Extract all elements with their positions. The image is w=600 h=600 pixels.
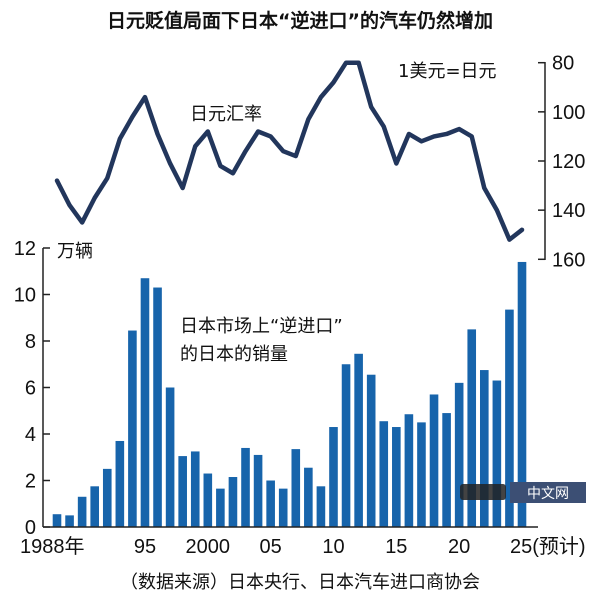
bar-2000 [203,473,213,527]
bar-2006 [278,488,288,527]
bar-series-label-line2: 的日本的销量 [180,344,288,365]
left-axis-unit: 万辆 [57,241,93,262]
bar-2007 [291,449,301,527]
bar-2002 [228,477,238,527]
bar-1999 [190,451,200,527]
source-note: （数据来源）日本央行、日本汽车进口商协会 [120,572,480,593]
x-tick-label: 25(预计) [510,535,586,558]
left-tick-label: 2 [25,471,36,493]
right-axis-ticks: 80 100 120 140 160 [538,53,585,271]
right-axis-unit: 1美元=日元 [398,61,497,82]
bar-2023 [492,380,502,527]
bar-2024 [505,309,514,527]
x-tick-label: 2000 [186,536,231,558]
bar-2018 [429,394,439,527]
bar-1994 [128,330,137,527]
bar-2009 [316,486,326,527]
right-tick-label: 140 [552,200,585,222]
bar-2020 [454,382,464,527]
bar-2022 [479,370,489,527]
x-tick-label: 95 [134,536,156,558]
nikkei-watermark: 中文网 [460,482,586,503]
left-axis-ticks: 0 2 4 6 8 10 12 [14,238,50,539]
bar-1993 [115,440,125,527]
bar-2014 [379,421,389,527]
bar-1988 [52,514,62,527]
bar-2021 [467,329,477,527]
x-tick-label: 1988年 [20,535,85,558]
bar-2011 [341,364,351,527]
bar-2019 [442,413,451,527]
x-axis-ticks: 1988年 95 2000 05 10 15 20 25(预计) [20,535,586,558]
chart-title: 日元贬值局面下日本“逆进口”的汽车仍然增加 [107,9,493,32]
right-tick-label: 100 [552,102,585,124]
bar-1995 [140,278,150,527]
bar-1989 [65,515,74,527]
x-tick-label: 15 [385,536,407,558]
left-tick-label: 4 [25,424,36,446]
bar-2008 [304,467,313,527]
bar-1996 [153,287,162,527]
bar-2001 [216,488,225,527]
line-series-label: 日元汇率 [190,104,262,125]
x-tick-label: 10 [322,536,344,558]
left-tick-label: 0 [25,517,36,539]
bar-2016 [404,414,414,527]
bar-1990 [77,496,87,527]
bar-2015 [392,427,401,527]
bar-1991 [90,486,100,527]
x-tick-label: 20 [448,536,470,558]
bar-2017 [417,422,426,527]
exchange-rate-line [54,60,525,242]
right-tick-label: 120 [552,151,585,173]
bar-2012 [354,353,363,527]
left-tick-label: 8 [25,331,36,353]
bar-series [52,261,527,527]
bar-1992 [102,468,112,527]
left-tick-label: 12 [14,238,36,260]
left-tick-label: 10 [14,285,36,307]
bar-2004 [253,454,263,527]
bar-1997 [165,387,175,527]
bar-2005 [266,480,275,527]
bar-series-label-line1: 日本市场上“逆进口” [180,316,343,337]
right-tick-label: 160 [552,249,585,271]
left-tick-label: 6 [25,378,36,400]
bar-1998 [178,456,187,527]
bar-2025 [517,261,527,527]
watermark-badge: 中文网 [527,486,569,502]
right-tick-label: 80 [552,53,574,75]
bar-2010 [329,427,338,527]
bar-2013 [366,374,376,527]
x-tick-label: 05 [260,536,282,558]
bar-2003 [241,447,250,527]
